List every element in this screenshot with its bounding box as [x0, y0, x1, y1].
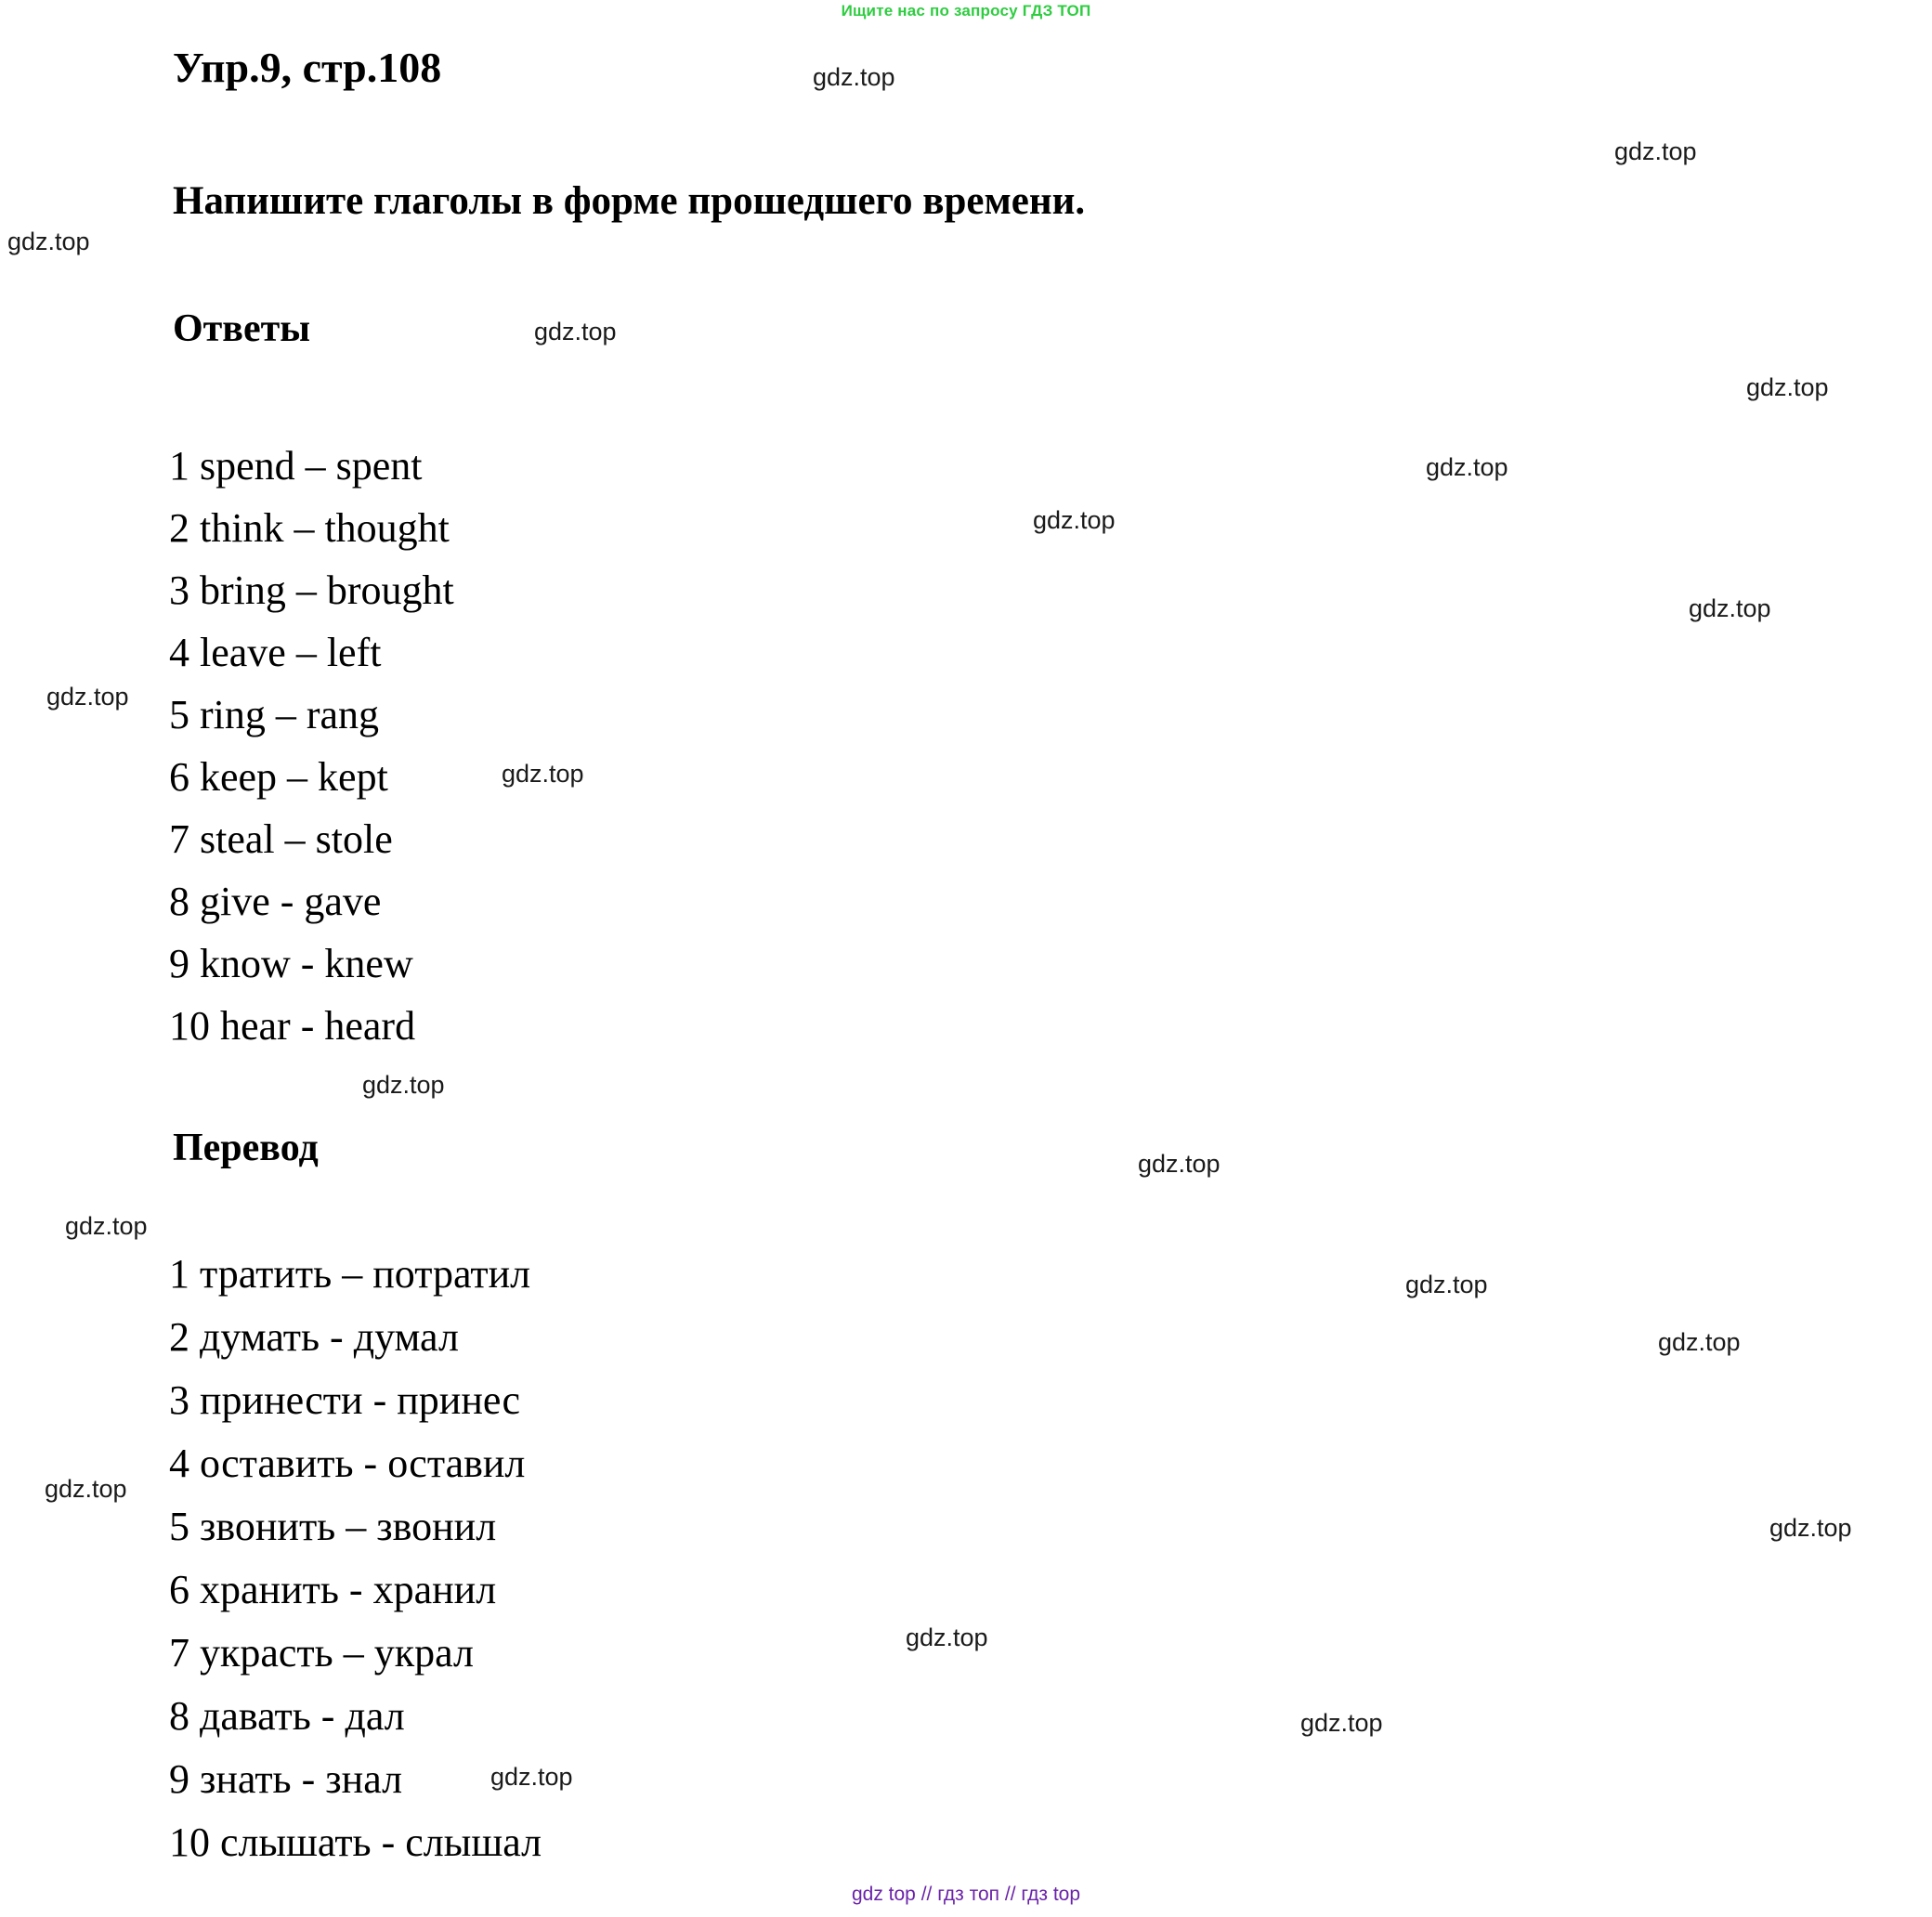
list-item: 6 keep – kept [169, 754, 388, 800]
list-item: 6 хранить - хранил [169, 1567, 497, 1612]
translation-list: 1 тратить – потратил 2 думать - думал 3 … [169, 1243, 542, 1874]
translation-section-heading: Перевод [173, 1127, 319, 1169]
list-item: 3 bring – brought [169, 567, 454, 613]
list-item: 7 украсть – украл [169, 1630, 474, 1676]
list-item: 5 звонить – звонил [169, 1504, 497, 1549]
answers-section-heading: Ответы [173, 307, 311, 350]
promo-banner: Ищите нас по запросу ГДЗ ТОП [841, 2, 1091, 20]
footer-branding: gdz top // гдз топ // гдз top [851, 1884, 1081, 1905]
list-item: 2 think – thought [169, 505, 450, 551]
exercise-reference: Упр.9, стр.108 [173, 44, 442, 91]
list-item: 9 знать - знал [169, 1756, 403, 1802]
task-heading: Напишите глаголы в форме прошедшего врем… [173, 179, 1086, 223]
list-item: 8 give - gave [169, 879, 382, 924]
list-item: 1 spend – spent [169, 443, 423, 489]
list-item: 5 ring – rang [169, 692, 380, 737]
list-item: 10 hear - heard [169, 1003, 416, 1049]
list-item: 4 оставить - оставил [169, 1441, 526, 1486]
list-item: 3 принести - принес [169, 1377, 521, 1423]
list-item: 10 слышать - слышал [169, 1819, 542, 1865]
answers-list: 1 spend – spent 2 think – thought 3 brin… [169, 435, 454, 1057]
list-item: 9 know - knew [169, 941, 413, 986]
list-item: 1 тратить – потратил [169, 1251, 531, 1297]
list-item: 7 steal – stole [169, 816, 393, 862]
list-item: 4 leave – left [169, 630, 382, 675]
list-item: 8 давать - дал [169, 1693, 405, 1739]
list-item: 2 думать - думал [169, 1314, 459, 1360]
